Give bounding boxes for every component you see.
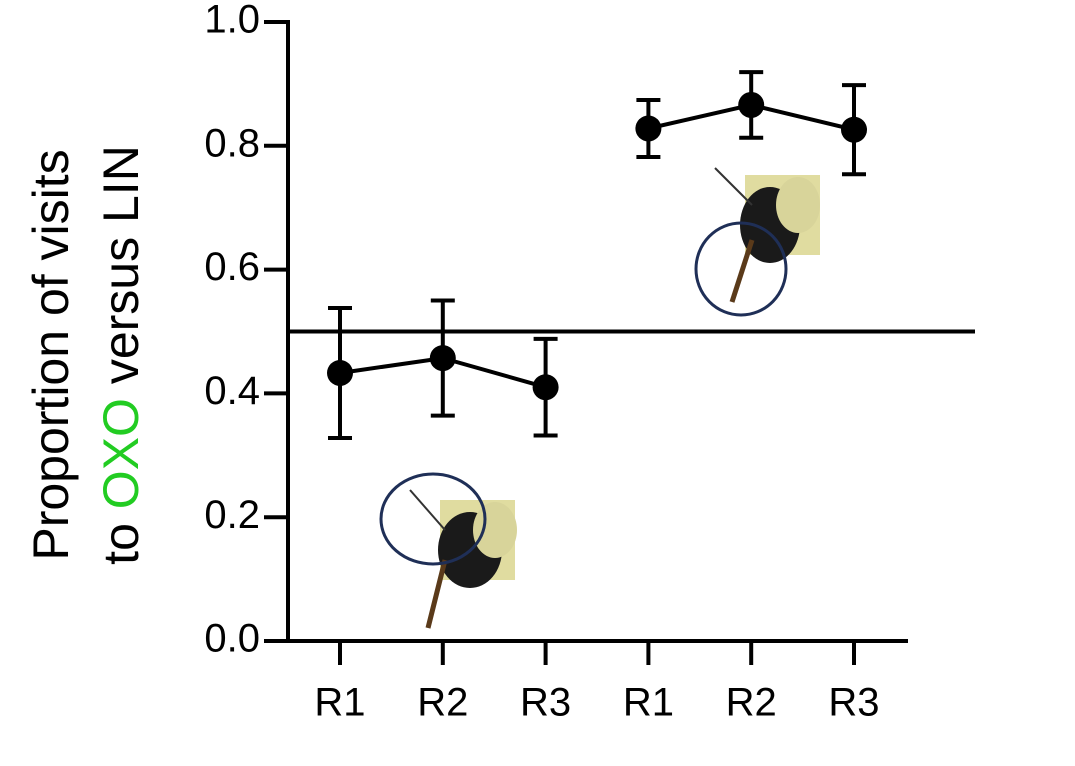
y-tick-label: 0.0 bbox=[204, 617, 260, 661]
x-tick-label: R3 bbox=[520, 681, 571, 725]
y-axis-label: Proportion of visits bbox=[23, 149, 79, 560]
y-axis-label: to OXO versus LIN bbox=[93, 145, 149, 565]
y-tick-label: 0.2 bbox=[204, 493, 260, 537]
y-axis-label-part: versus LIN bbox=[93, 145, 149, 384]
data-point bbox=[327, 359, 353, 386]
y-tick-label: 0.6 bbox=[204, 245, 260, 289]
data-point bbox=[841, 116, 867, 143]
x-tick-label: R3 bbox=[828, 681, 879, 725]
x-tick-label: R1 bbox=[314, 681, 365, 725]
x-tick-label: R2 bbox=[726, 681, 777, 725]
y-tick-label: 0.8 bbox=[204, 121, 260, 165]
data-point bbox=[429, 345, 456, 372]
y-tick-label: 1.0 bbox=[204, 0, 260, 42]
x-tick-label: R1 bbox=[623, 681, 674, 725]
bee-illustration bbox=[694, 167, 820, 317]
x-tick-label: R2 bbox=[417, 681, 468, 725]
data-point bbox=[532, 374, 559, 401]
y-axis-label-highlight: OXO bbox=[93, 398, 149, 509]
y-axis-label-part: to bbox=[93, 523, 149, 565]
y-tick-label: 0.4 bbox=[204, 369, 260, 413]
data-point bbox=[635, 115, 662, 142]
data-point bbox=[738, 91, 765, 118]
bee-illustration bbox=[379, 472, 517, 629]
